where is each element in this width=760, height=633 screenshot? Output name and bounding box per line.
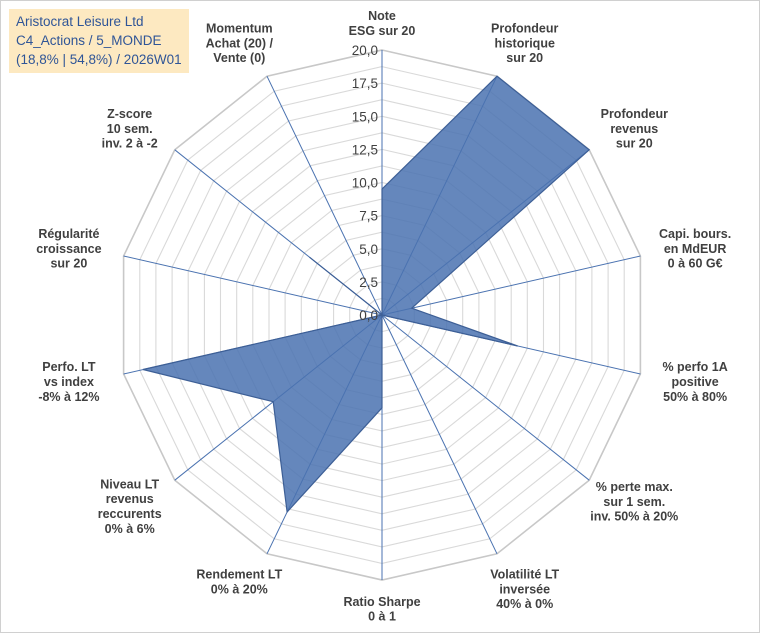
axis-label: % perfo 1A positive 50% à 80% [662,360,727,404]
radar-tick-labels: 0,0 2,5 5,0 7,5 10,0 12,5 15,0 17,5 20,0 [352,43,378,323]
axis-label: Profondeur historique sur 20 [491,22,558,66]
tick-label: 12,5 [352,142,378,157]
axis-label: Ratio Sharpe 0 à 1 [343,595,420,624]
tick-label: 17,5 [352,76,378,91]
tick-label: 10,0 [352,176,378,191]
title-scores: (18,8% | 54,8%) / 2026W01 [16,52,182,67]
tick-label: 0,0 [359,308,378,323]
axis-label: Régularité croissance sur 20 [36,227,101,271]
series-area [142,75,591,514]
axis-label: Rendement LT 0% à 20% [196,568,282,597]
title-category: C4_Actions / 5_MONDE [16,33,162,48]
axis-label: Momentum Achat (20) / Vente (0) [206,22,274,66]
axis-label: Z-score 10 sem. inv. 2 à -2 [102,107,158,151]
chart-title-box: Aristocrat Leisure Ltd C4_Actions / 5_MO… [9,9,189,73]
axis-spoke [266,75,383,316]
axis-label: Perfo. LT vs index -8% à 12% [38,360,99,404]
tick-label: 15,0 [352,109,378,124]
axis-label: Note ESG sur 20 [349,9,416,38]
title-company: Aristocrat Leisure Ltd [16,14,144,29]
radar-axis-labels: Note ESG sur 20 Profondeur historique sur 20… [36,9,731,623]
axis-spoke [381,314,498,555]
axis-spoke [123,255,383,316]
axis-label: Profondeur revenus sur 20 [601,107,668,151]
tick-label: 5,0 [359,242,378,257]
axis-label: % perte max. sur 1 sem. inv. 50% à 20% [590,480,678,524]
tick-label: 20,0 [352,43,378,58]
radar-series [142,75,591,514]
axis-label: Capi. bours. en MdEUR 0 à 60 G€ [659,227,731,271]
tick-label: 7,5 [359,209,378,224]
axis-spoke [381,314,590,481]
axis-label: Niveau LT revenus reccurents 0% à 6% [98,477,162,535]
tick-label: 2,5 [359,275,378,290]
axis-spoke [381,255,641,316]
axis-label: Volatilité LT inversée 40% à 0% [490,568,559,612]
